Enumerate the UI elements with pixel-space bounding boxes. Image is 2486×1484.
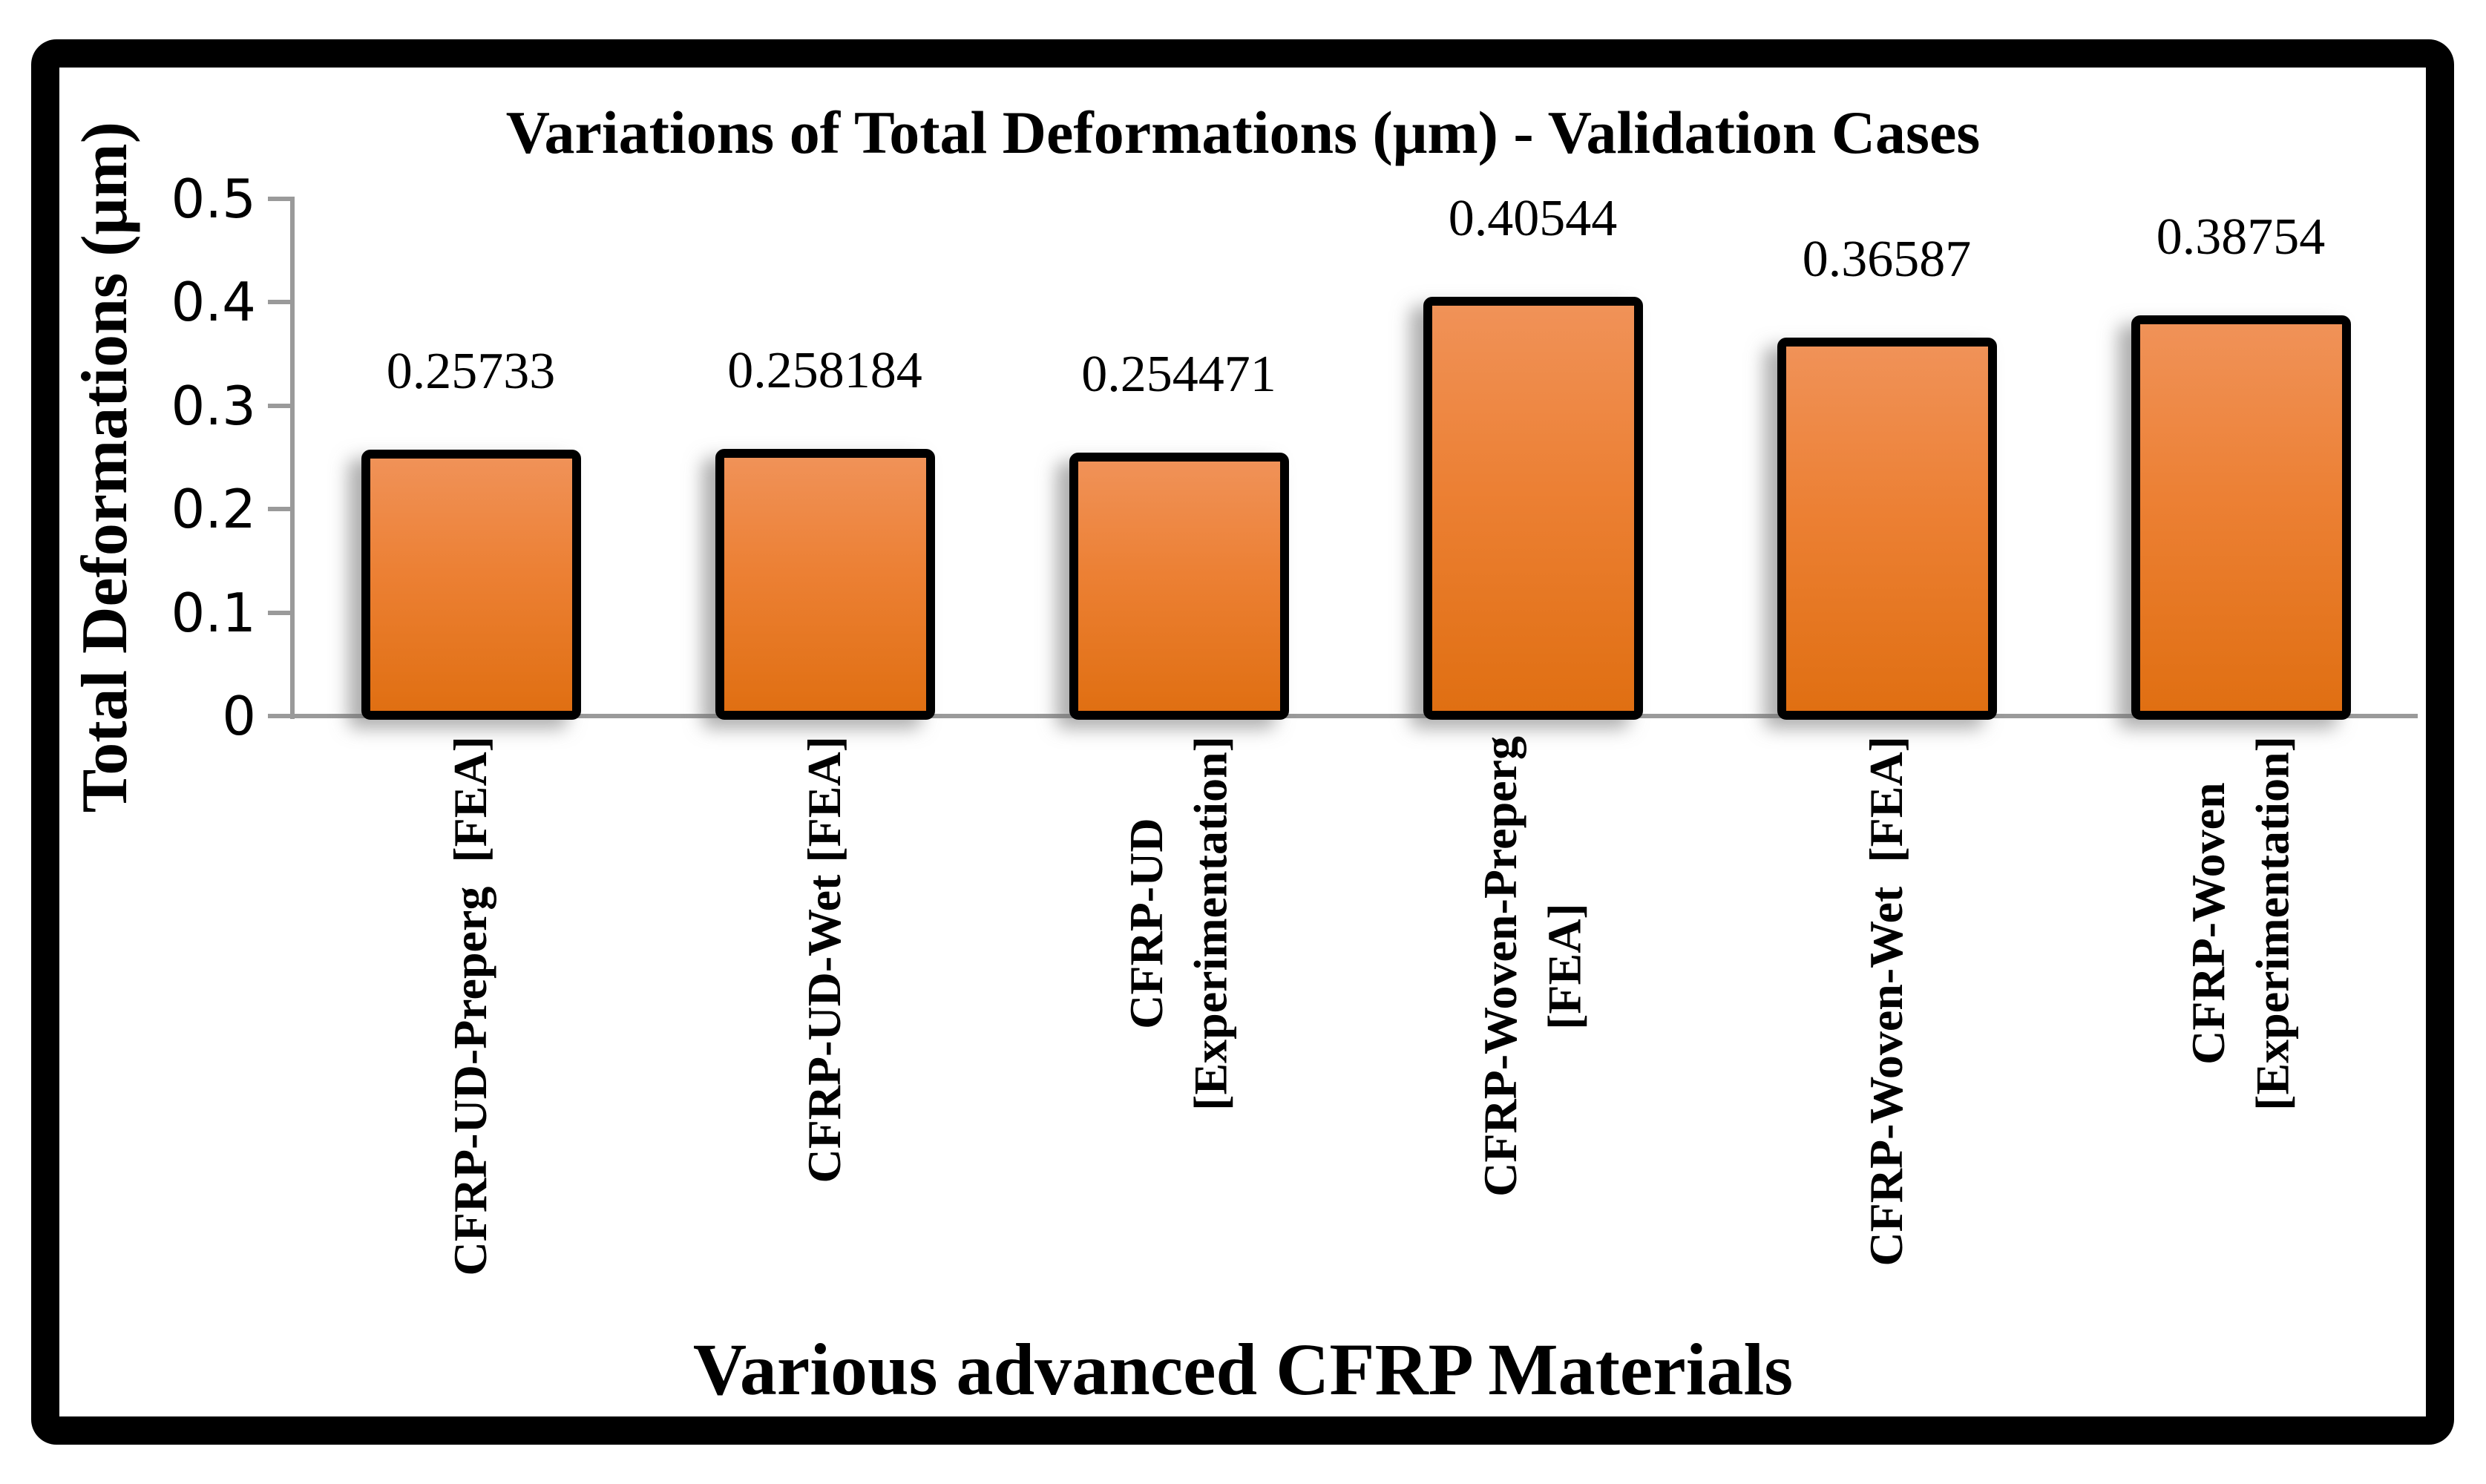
y-tick-label: 0.4 xyxy=(171,271,256,334)
y-tick-mark xyxy=(268,197,290,201)
bar xyxy=(1069,453,1289,720)
x-category-label: CFRP-Woven-Preperg [FEA] xyxy=(1474,736,1591,1197)
y-tick-label: 0 xyxy=(222,685,256,747)
bar-value-label: 0.36587 xyxy=(1802,230,1972,288)
y-tick-mark xyxy=(268,610,290,615)
y-tick-label: 0.2 xyxy=(171,478,256,541)
bar-value-label: 0.258184 xyxy=(727,342,922,400)
y-tick-mark xyxy=(268,507,290,512)
x-category-cell: CFRP-Woven-Wet [FEA] xyxy=(1710,736,2064,1345)
x-category-label: CFRP-Woven-Wet [FEA] xyxy=(1860,736,1913,1267)
bar xyxy=(361,450,581,720)
y-tick-label: 0.3 xyxy=(171,374,256,437)
x-category-cell: CFRP-UD [Experimentation] xyxy=(1002,736,1356,1345)
x-category-cell: CFRP-UD-Preperg [FEA] xyxy=(294,736,648,1345)
x-category-label: CFRP-UD-Wet [FEA] xyxy=(798,736,851,1183)
bar xyxy=(715,449,935,720)
x-category-labels: CFRP-UD-Preperg [FEA] CFRP-UD-Wet [FEA] CF… xyxy=(294,736,2418,1345)
x-category-label: CFRP-UD-Preperg [FEA] xyxy=(444,736,497,1276)
y-tick-mark xyxy=(268,403,290,408)
bar-value-label: 0.25733 xyxy=(386,343,556,401)
bar xyxy=(2131,315,2351,720)
x-category-cell: CFRP-Woven [Experimentation] xyxy=(2064,736,2418,1345)
bar-value-label: 0.38754 xyxy=(2156,208,2326,266)
bar-value-label: 0.40544 xyxy=(1448,189,1618,247)
outer-border-frame xyxy=(31,39,2454,1445)
y-tick-mark xyxy=(268,300,290,305)
y-tick-label: 0.5 xyxy=(171,168,256,230)
x-axis-title: Various advanced CFRP Materials xyxy=(692,1328,1794,1411)
x-category-cell: CFRP-UD-Wet [FEA] xyxy=(648,736,1002,1345)
bar xyxy=(1777,337,1997,720)
y-tick-label: 0.1 xyxy=(171,581,256,644)
chart-title: Variations of Total Deformations (μm) - … xyxy=(505,99,1981,166)
x-axis-line xyxy=(268,714,2418,718)
x-category-cell: CFRP-Woven-Preperg [FEA] xyxy=(1356,736,1710,1345)
x-category-label: CFRP-Woven [Experimentation] xyxy=(2182,736,2299,1111)
y-axis-line xyxy=(290,197,295,719)
x-category-label: CFRP-UD [Experimentation] xyxy=(1120,736,1237,1111)
bar xyxy=(1423,296,1643,720)
bar-value-label: 0.254471 xyxy=(1081,346,1276,404)
